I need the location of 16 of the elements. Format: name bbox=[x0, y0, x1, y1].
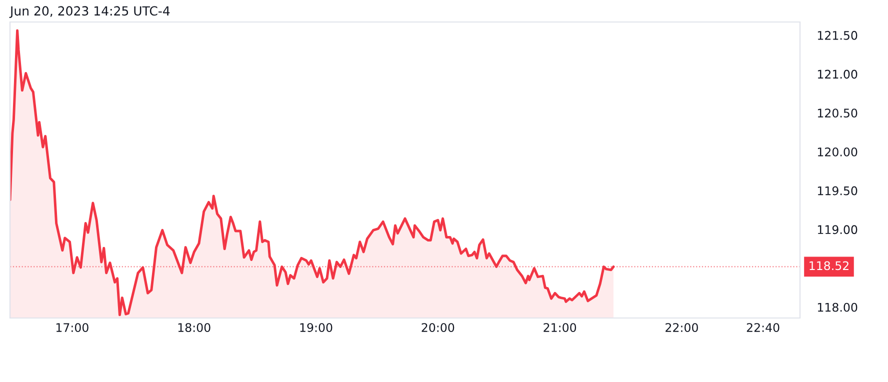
x-tick-label: 17:00 bbox=[56, 323, 88, 332]
ref-line-label: 118.52 bbox=[810, 261, 848, 270]
y-tick-label: 120.50 bbox=[818, 108, 858, 118]
y-tick-label: 118.00 bbox=[818, 302, 858, 312]
y-tick-label: 121.50 bbox=[818, 30, 858, 40]
x-tick-label: 19:00 bbox=[300, 323, 332, 332]
chart-title: Jun 20, 2023 14:25 UTC-4 bbox=[9, 6, 170, 18]
x-tick-label: 18:00 bbox=[178, 323, 210, 332]
y-tick-label: 121.00 bbox=[818, 70, 858, 79]
x-tick-label: 22:40 bbox=[746, 323, 780, 332]
y-tick-label: 119.00 bbox=[818, 225, 858, 234]
y-tick-label: 119.50 bbox=[818, 186, 858, 196]
y-tick-label: 120.00 bbox=[818, 147, 858, 156]
x-tick-label: 20:00 bbox=[422, 323, 454, 332]
x-tick-label: 21:00 bbox=[544, 323, 576, 332]
x-tick-label: 22:00 bbox=[666, 323, 698, 332]
